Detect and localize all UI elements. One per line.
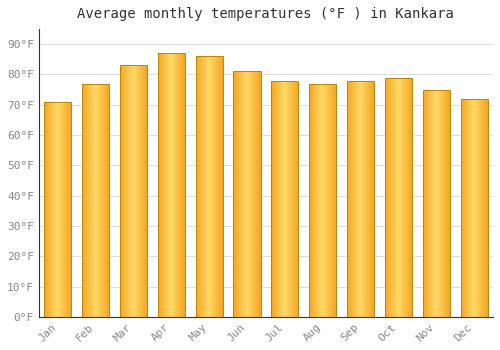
- Bar: [309, 84, 336, 317]
- Bar: [158, 53, 185, 317]
- Bar: [234, 71, 260, 317]
- Bar: [44, 102, 72, 317]
- Bar: [347, 80, 374, 317]
- Bar: [422, 90, 450, 317]
- Bar: [460, 99, 488, 317]
- Title: Average monthly temperatures (°F ) in Kankara: Average monthly temperatures (°F ) in Ka…: [78, 7, 454, 21]
- Bar: [271, 80, 298, 317]
- Bar: [385, 77, 412, 317]
- Bar: [120, 65, 147, 317]
- Bar: [82, 84, 109, 317]
- Bar: [196, 56, 223, 317]
